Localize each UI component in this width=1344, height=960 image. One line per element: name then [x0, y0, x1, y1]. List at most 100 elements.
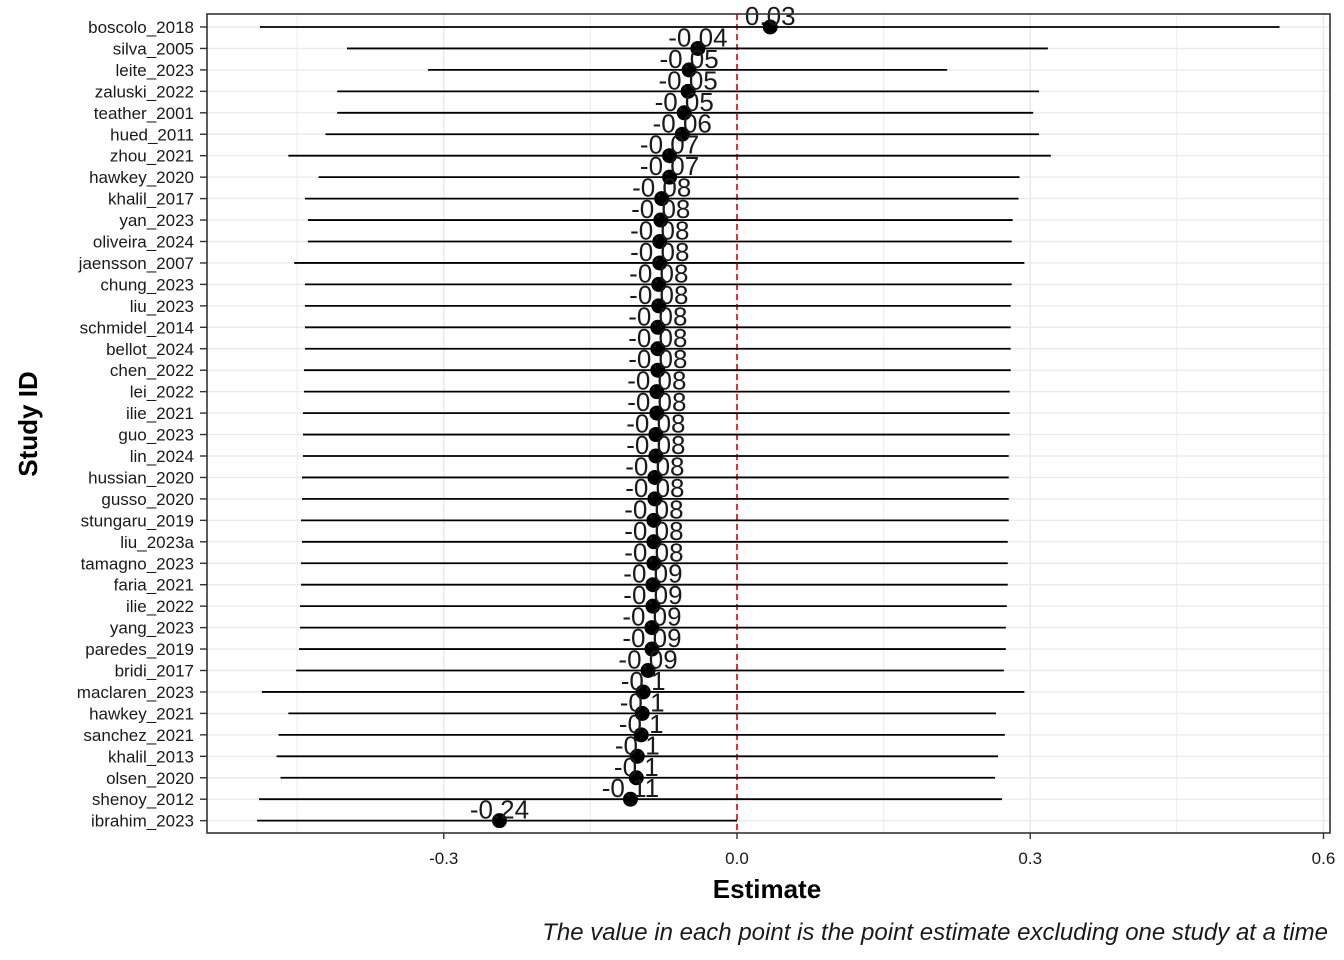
y-tick-label: stungaru_2019	[81, 511, 194, 530]
estimate-label: -0.08	[628, 301, 687, 331]
point-estimate	[680, 83, 696, 99]
y-tick-label: zhou_2021	[110, 147, 194, 166]
y-tick-label: liu_2023a	[120, 533, 194, 552]
estimate-label: -0.24	[470, 795, 529, 825]
y-tick-label: oliveira_2024	[93, 233, 194, 252]
y-tick-label: ilie_2022	[126, 597, 194, 616]
estimate-label: -0.08	[628, 323, 687, 353]
y-tick-label: hawkey_2020	[89, 168, 194, 187]
estimate-label: -0.09	[623, 580, 682, 610]
estimate-label: -0.04	[668, 22, 727, 52]
point-estimate	[649, 405, 665, 421]
point-estimate	[640, 663, 656, 678]
y-tick-label: boscolo_2018	[88, 18, 194, 37]
estimate-label: -0.08	[629, 280, 688, 310]
estimate-label: -0.08	[625, 473, 684, 503]
estimate-label: -0.08	[627, 387, 686, 417]
point-estimate	[644, 641, 660, 657]
y-tick-label: zaluski_2022	[95, 82, 194, 101]
estimate-label: -0.05	[659, 44, 718, 74]
y-tick-label: schmidel_2014	[80, 318, 194, 337]
point-estimate	[647, 469, 663, 485]
point-estimate	[648, 427, 664, 443]
y-tick-label: chen_2022	[110, 361, 194, 380]
point-estimates	[491, 19, 778, 829]
y-tick-label: faria_2021	[114, 576, 194, 595]
point-estimate	[491, 813, 507, 829]
estimate-label: -0.08	[630, 216, 689, 246]
point-estimate	[690, 40, 706, 56]
y-tick-label: guo_2023	[118, 426, 194, 445]
panel-border	[206, 13, 1331, 834]
y-tick-label: chung_2023	[100, 275, 194, 294]
point-estimate	[622, 791, 638, 807]
point-estimate	[651, 298, 667, 314]
point-estimate	[662, 169, 678, 185]
y-tick-label: leite_2023	[116, 61, 194, 80]
point-estimate	[653, 212, 669, 228]
point-estimate	[645, 577, 661, 593]
point-estimate	[650, 341, 666, 357]
point-labels: 0.03-0.04-0.05-0.05-0.05-0.06-0.07-0.07-…	[470, 1, 796, 825]
y-tick-label: shenoy_2012	[92, 790, 194, 809]
estimate-label: -0.1	[619, 709, 664, 739]
point-estimate	[647, 491, 663, 507]
y-axis-ticks: boscolo_2018 silva_2005 leite_2023 zaluski_…	[77, 18, 207, 831]
point-estimate	[674, 126, 690, 142]
estimate-label: -0.08	[629, 258, 688, 288]
estimate-label: -0.1	[620, 687, 665, 717]
y-tick-label: lin_2024	[130, 447, 194, 466]
point-estimate	[652, 255, 668, 271]
estimate-label: -0.08	[628, 344, 687, 374]
estimate-label: -0.05	[655, 87, 714, 117]
estimate-label: -0.07	[640, 151, 699, 181]
estimate-label: -0.1	[615, 730, 660, 760]
plot-caption: The value in each point is the point est…	[542, 919, 1328, 946]
y-tick-label: sanchez_2021	[83, 726, 194, 745]
point-estimate	[648, 448, 664, 464]
estimate-label: -0.08	[627, 366, 686, 396]
estimate-label: -0.06	[653, 108, 712, 138]
y-tick-label: hussian_2020	[88, 468, 194, 487]
y-tick-label: khalil_2017	[108, 190, 194, 209]
point-estimate	[649, 384, 665, 400]
estimate-label: -0.08	[624, 537, 683, 567]
estimate-label: -0.08	[630, 237, 689, 267]
point-estimate	[681, 62, 697, 78]
point-estimate	[646, 555, 662, 571]
y-tick-label: maclaren_2023	[77, 683, 194, 702]
point-estimate	[762, 19, 778, 35]
y-tick-label: bridi_2017	[115, 662, 194, 681]
estimate-label: -0.09	[618, 645, 677, 675]
x-tick-label: -0.3	[429, 849, 458, 868]
point-estimate	[628, 770, 644, 786]
y-tick-label: ibrahim_2023	[91, 812, 194, 831]
y-tick-label: hued_2011	[110, 125, 194, 144]
estimate-label: -0.08	[626, 409, 685, 439]
estimate-label: -0.09	[622, 602, 681, 632]
y-tick-label: olsen_2020	[106, 769, 194, 788]
x-tick-label: 0.3	[1018, 849, 1042, 868]
point-estimate	[646, 512, 662, 528]
point-estimate	[633, 727, 649, 743]
point-estimate	[646, 534, 662, 550]
estimate-label: -0.11	[602, 773, 659, 803]
y-tick-label: silva_2005	[113, 39, 194, 58]
x-axis-title: Estimate	[713, 874, 821, 904]
estimate-label: -0.1	[614, 752, 659, 782]
y-tick-label: lei_2022	[130, 383, 194, 402]
point-estimate	[635, 684, 651, 700]
point-estimate	[634, 705, 650, 721]
estimate-label: -0.08	[626, 430, 685, 460]
point-estimate	[662, 148, 678, 164]
estimate-label: -0.1	[621, 666, 666, 696]
point-estimate	[654, 191, 670, 207]
estimate-label: -0.07	[640, 130, 699, 160]
y-tick-label: khalil_2013	[108, 747, 194, 766]
point-estimate	[650, 319, 666, 335]
estimate-label: -0.09	[622, 623, 681, 653]
x-tick-label: 0.0	[725, 849, 749, 868]
estimate-label: -0.08	[631, 194, 690, 224]
x-tick-label: 0.6	[1312, 849, 1336, 868]
